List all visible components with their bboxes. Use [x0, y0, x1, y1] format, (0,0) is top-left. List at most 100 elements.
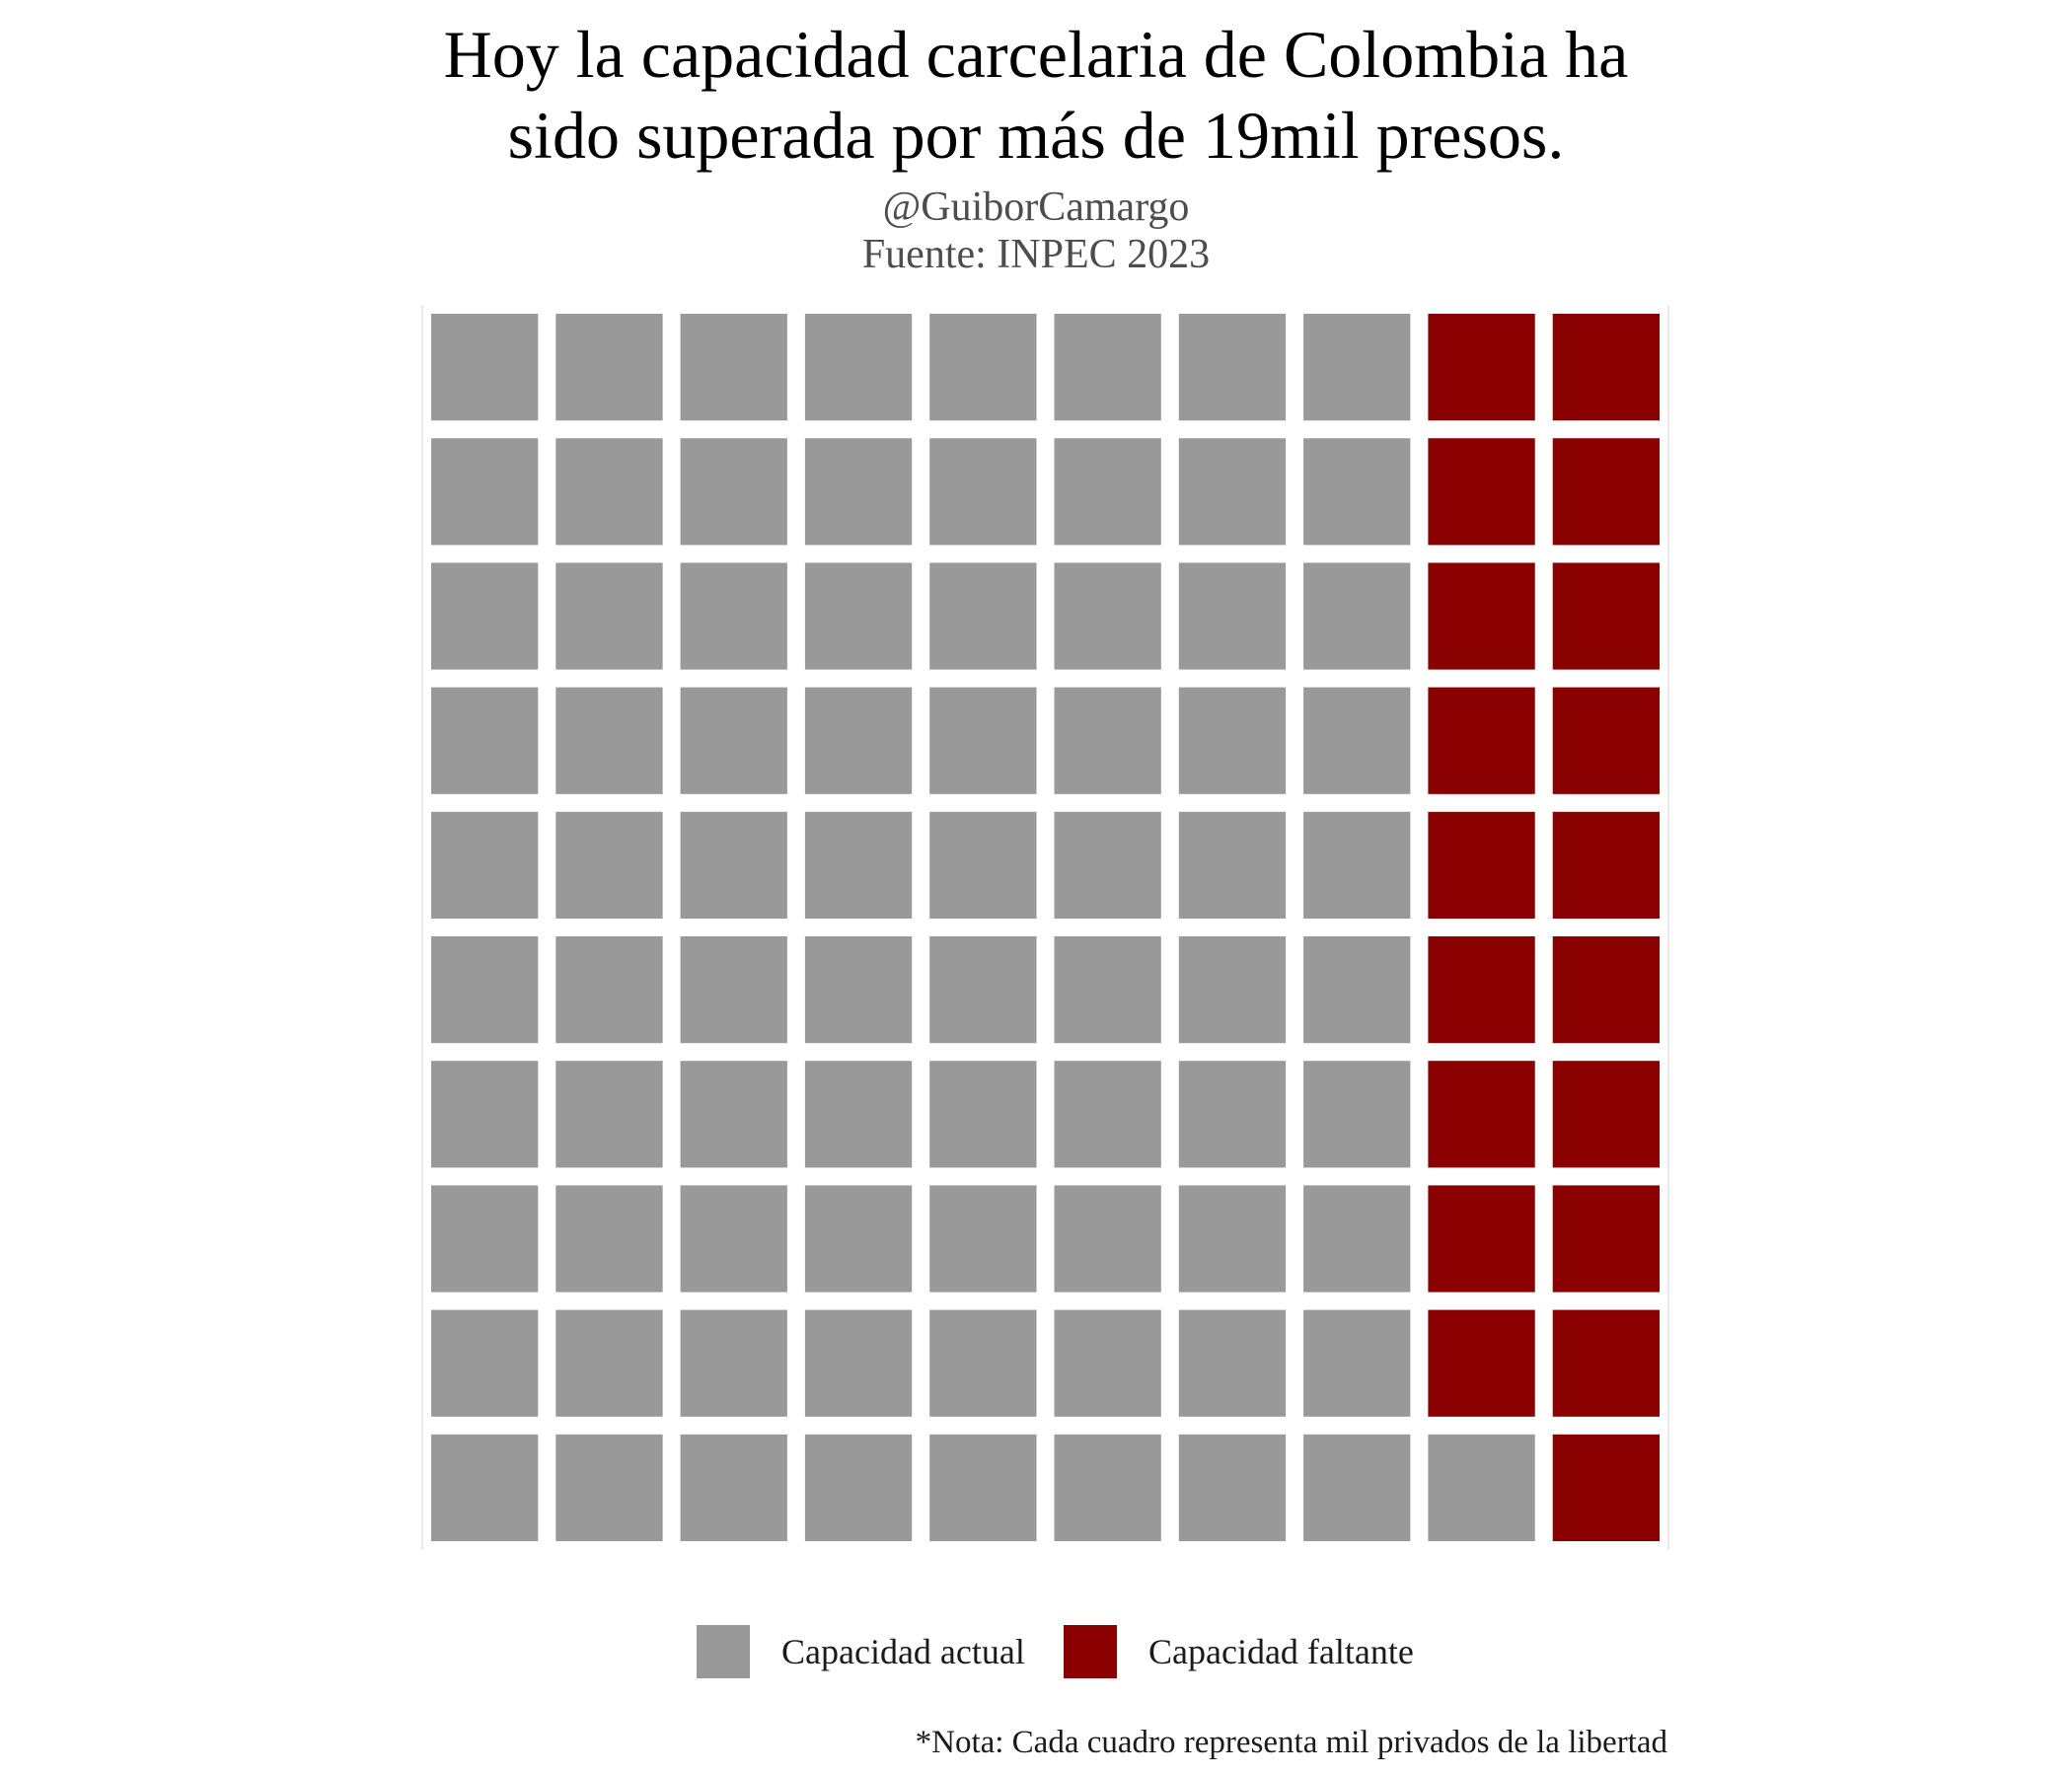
waffle-cell [1178, 687, 1287, 794]
waffle-cell [1054, 1061, 1161, 1168]
waffle-cell [555, 811, 663, 919]
waffle-cell [1428, 1309, 1535, 1417]
waffle-cell [1552, 1061, 1660, 1168]
waffle-cell [929, 1185, 1037, 1293]
waffle-cell [555, 1309, 663, 1417]
waffle-cell [555, 438, 663, 546]
chart-author: @GuiborCamargo [882, 185, 1190, 230]
waffle-cell [555, 687, 663, 794]
waffle-cell [680, 687, 787, 794]
waffle-cell [1303, 314, 1411, 421]
waffle-cell [1303, 438, 1411, 546]
waffle-cell [804, 1309, 913, 1417]
waffle-cell [804, 811, 913, 919]
waffle-cell [1303, 1309, 1411, 1417]
waffle-cell [680, 1061, 787, 1168]
waffle-cell [680, 562, 787, 670]
chart-caption-note: *Nota: Cada cuadro representa mil privad… [915, 1725, 1667, 1760]
waffle-cell [1552, 811, 1660, 919]
waffle-cell [929, 1061, 1037, 1168]
waffle-cell [929, 687, 1037, 794]
waffle-cell [804, 1061, 913, 1168]
waffle-cell [555, 1434, 663, 1541]
waffle-cell [680, 1309, 787, 1417]
waffle-cell [1178, 1309, 1287, 1417]
waffle-cell [929, 438, 1037, 546]
waffle-cell [1303, 1434, 1411, 1541]
waffle-cell [680, 1434, 787, 1541]
waffle-cell [804, 1434, 913, 1541]
waffle-cell [1552, 936, 1660, 1044]
waffle-cell [431, 687, 539, 794]
waffle-cell [431, 1309, 539, 1417]
waffle-cell [431, 1434, 539, 1541]
waffle-cell [1054, 936, 1161, 1044]
legend-label: Capacidad actual [781, 1632, 1025, 1671]
waffle-cell [1054, 811, 1161, 919]
waffle-cell [804, 936, 913, 1044]
waffle-cell [1054, 687, 1161, 794]
waffle-cell [555, 1061, 663, 1168]
waffle-cell [1178, 562, 1287, 670]
waffle-cell [1552, 314, 1660, 421]
waffle-cell [1178, 936, 1287, 1044]
waffle-cell [1054, 1185, 1161, 1293]
waffle-cell [431, 811, 539, 919]
waffle-cell [804, 438, 913, 546]
legend-key [697, 1625, 750, 1678]
waffle-cell [1303, 936, 1411, 1044]
waffle-cell [1303, 1061, 1411, 1168]
chart-title-line-2: sido superada por más de 19mil presos. [507, 98, 1565, 173]
waffle-cell [431, 1061, 539, 1168]
waffle-cell [1178, 438, 1287, 546]
waffle-cell [1178, 1185, 1287, 1293]
waffle-cell [1428, 1185, 1535, 1293]
waffle-cell [1428, 438, 1535, 546]
chart-source: Fuente: INPEC 2023 [861, 232, 1211, 277]
waffle-cell [1428, 314, 1535, 421]
waffle-cell [929, 562, 1037, 670]
chart-title-line-1: Hoy la capacidad carcelaria de Colombia … [443, 17, 1629, 92]
waffle-cell [1054, 1309, 1161, 1417]
waffle-cell [1552, 562, 1660, 670]
waffle-cell [929, 1309, 1037, 1417]
waffle-cell [1428, 562, 1535, 670]
waffle-cell [1552, 1434, 1660, 1541]
waffle-cell [1552, 1185, 1660, 1293]
waffle-cell [680, 811, 787, 919]
waffle-cell [1178, 1061, 1287, 1168]
waffle-cell [929, 1434, 1037, 1541]
waffle-cell [1428, 1434, 1535, 1541]
chart-legend: Capacidad actual Capacidad faltante [697, 1625, 1414, 1678]
waffle-cell [555, 562, 663, 670]
waffle-cell [1428, 811, 1535, 919]
waffle-cell [804, 562, 913, 670]
waffle-cell [804, 687, 913, 794]
waffle-cell [1054, 314, 1161, 421]
waffle-cell [680, 936, 787, 1044]
waffle-cell [804, 1185, 913, 1293]
waffle-cell [431, 314, 539, 421]
waffle-cell [680, 314, 787, 421]
waffle-cell [1054, 438, 1161, 546]
waffle-cell [804, 314, 913, 421]
waffle-cell [1552, 687, 1660, 794]
legend-key [1064, 1625, 1117, 1678]
waffle-cell [1178, 811, 1287, 919]
waffle-cell [680, 438, 787, 546]
waffle-cell [431, 1185, 539, 1293]
waffle-cell [1054, 1434, 1161, 1541]
waffle-cell [929, 314, 1037, 421]
waffle-cell [929, 811, 1037, 919]
waffle-cell [1054, 562, 1161, 670]
waffle-cell [555, 1185, 663, 1293]
waffle-cell [555, 314, 663, 421]
waffle-cell [555, 936, 663, 1044]
waffle-cell [1303, 562, 1411, 670]
waffle-cell [929, 936, 1037, 1044]
waffle-cell [1178, 314, 1287, 421]
waffle-cell [1303, 811, 1411, 919]
waffle-cell [431, 438, 539, 546]
legend-label: Capacidad faltante [1148, 1632, 1414, 1671]
